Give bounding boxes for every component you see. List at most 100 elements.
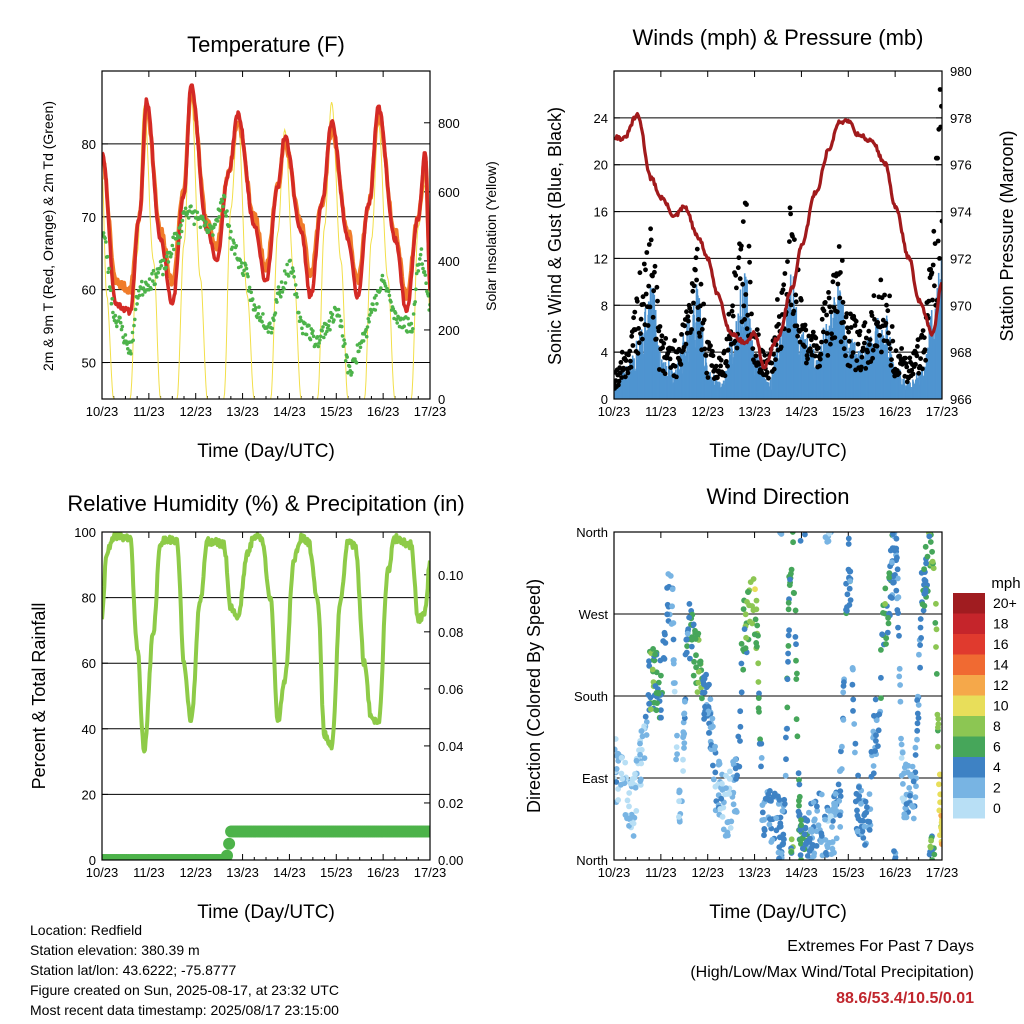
- wind-direction-point: [813, 828, 820, 835]
- gust-point: [710, 348, 715, 354]
- wind-direction-point: [701, 689, 708, 696]
- gust-point: [691, 283, 697, 289]
- wind-direction-point: [896, 665, 903, 672]
- gust-point: [893, 348, 899, 354]
- gust-point: [652, 269, 657, 275]
- wind-direction-point: [664, 611, 671, 618]
- wind-direction-point: [830, 818, 836, 824]
- dewpoint-point: [103, 236, 107, 240]
- dewpoint-point: [231, 238, 235, 242]
- dewpoint-point: [136, 296, 140, 300]
- gust-point: [635, 350, 641, 356]
- dewpoint-point: [266, 330, 271, 334]
- gust-point: [726, 311, 732, 317]
- dewpoint-point: [371, 302, 375, 307]
- gust-point: [747, 259, 752, 265]
- dewpoint-point: [330, 312, 335, 317]
- gust-point: [884, 302, 889, 308]
- dewpoint-point: [402, 324, 407, 329]
- wind-direction-point: [917, 616, 924, 622]
- dewpoint-point: [361, 339, 366, 343]
- gust-point: [679, 332, 684, 337]
- gust-point: [623, 374, 628, 380]
- dewpoint-point: [406, 316, 410, 321]
- dewpoint-point: [423, 273, 428, 277]
- gust-point: [857, 328, 863, 334]
- wind-direction-point: [680, 734, 686, 741]
- dewpoint-point: [292, 275, 296, 279]
- wind-direction-point: [850, 696, 857, 703]
- wind-direction-point: [707, 696, 714, 703]
- wind-direction-point: [933, 644, 939, 650]
- dewpoint-point: [311, 329, 315, 333]
- dewpoint-point: [183, 206, 188, 211]
- gust-point: [660, 345, 665, 351]
- wind-x-tick-label-4: 14/23: [785, 404, 818, 419]
- dewpoint-point: [409, 321, 414, 326]
- dewpoint-point: [347, 364, 352, 369]
- gust-point: [824, 312, 829, 318]
- dewpoint-point: [161, 272, 165, 277]
- dewpoint-point: [107, 266, 111, 271]
- wind-direction-point: [777, 814, 784, 821]
- wind-direction-point: [722, 791, 728, 798]
- wind-direction-point: [712, 769, 719, 776]
- gust-point: [702, 346, 708, 352]
- dewpoint-point: [416, 269, 421, 273]
- wind-direction-point: [806, 848, 813, 854]
- gust-point: [740, 219, 746, 225]
- wind-direction-point: [912, 794, 919, 800]
- dewpoint-point: [260, 320, 264, 324]
- gust-point: [638, 316, 644, 322]
- wind-direction-point: [878, 674, 884, 681]
- wind-direction-point: [668, 621, 675, 627]
- gust-point: [693, 267, 698, 273]
- wind-direction-point: [701, 711, 708, 717]
- wind-direction-point: [632, 784, 639, 791]
- wind-direction-point: [712, 743, 718, 750]
- dewpoint-point: [243, 263, 248, 267]
- gust-point: [643, 291, 649, 297]
- wind-direction-point: [857, 817, 864, 824]
- winds-x-label: Time (Day/UTC): [709, 441, 847, 462]
- wind-direction-point: [755, 705, 762, 712]
- temperature-x-label: Time (Day/UTC): [197, 441, 335, 462]
- wind-direction-point: [927, 844, 934, 851]
- wind-direction-point: [839, 743, 845, 750]
- wind-direction-point: [878, 695, 884, 701]
- wind-direction-point: [838, 748, 844, 755]
- gust-point: [788, 211, 793, 217]
- dewpoint-point: [285, 262, 289, 267]
- dewpoint-point: [427, 308, 430, 312]
- gust-point: [750, 346, 756, 351]
- dewpoint-point: [211, 225, 216, 230]
- wind-direction-point: [885, 615, 891, 621]
- wind-direction-point: [646, 658, 652, 665]
- gust-point: [842, 335, 848, 341]
- wind-direction-point: [866, 827, 873, 833]
- wind-direction-point: [626, 803, 632, 810]
- gust-point: [886, 330, 891, 336]
- dewpoint-point: [261, 312, 265, 316]
- gust-point: [616, 382, 621, 388]
- gust-point: [795, 333, 800, 339]
- wind-direction-point: [759, 809, 766, 816]
- gust-point: [888, 363, 894, 368]
- gust-point: [733, 272, 739, 278]
- gust-point: [817, 363, 822, 369]
- wind-direction-point: [761, 826, 768, 832]
- gust-point: [920, 366, 925, 372]
- wind-direction-point: [614, 736, 619, 742]
- dewpoint-point: [102, 231, 106, 235]
- wind-direction-point: [847, 578, 853, 584]
- gust-point: [821, 308, 827, 314]
- wind-direction-point: [793, 716, 800, 723]
- gust-point: [650, 314, 656, 320]
- rh-x-tick-label-3: 13/23: [226, 865, 259, 880]
- dir-data: [614, 532, 942, 860]
- gust-point: [674, 374, 679, 380]
- dewpoint-point: [168, 254, 173, 259]
- gust-point: [935, 238, 941, 244]
- gust-point: [766, 375, 771, 381]
- wind-direction-point: [796, 797, 802, 804]
